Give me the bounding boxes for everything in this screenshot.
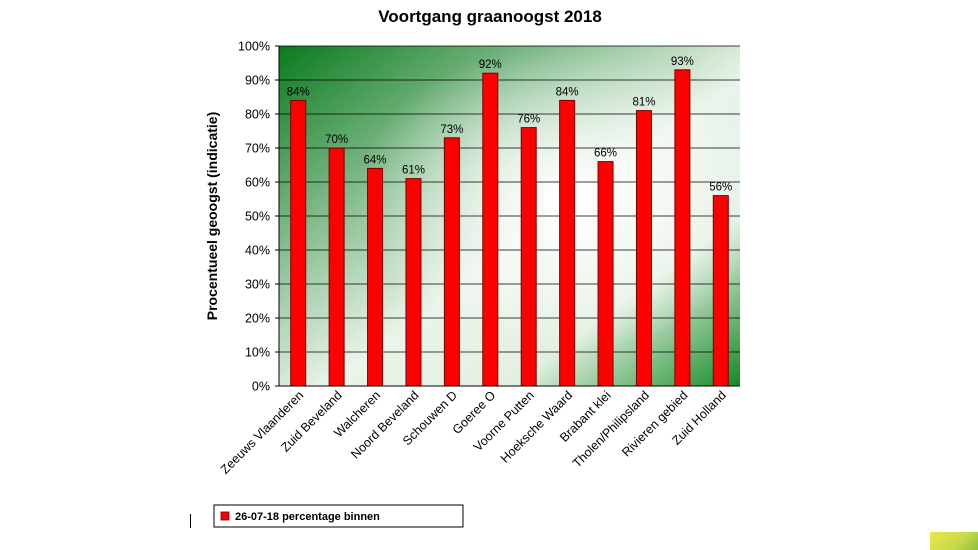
bar	[597, 161, 614, 387]
data-label: 84%	[556, 86, 579, 98]
legend-label: 26-07-18 percentage binnen	[235, 511, 380, 523]
bar	[367, 167, 384, 387]
y-tick-label: 20%	[245, 312, 270, 326]
data-label: 93%	[671, 56, 694, 68]
bar	[520, 127, 537, 387]
data-label: 56%	[709, 182, 732, 194]
bar	[290, 99, 307, 387]
corner-logo	[930, 532, 978, 550]
legend-swatch	[220, 511, 230, 521]
x-tick-label: Noord Beveland	[348, 388, 421, 461]
gridlines	[279, 45, 740, 353]
y-tick-label: 0%	[252, 380, 270, 394]
data-label: 66%	[594, 148, 617, 160]
y-axis-ticks: 0% 10% 20% 30% 40% 50% 60% 70% 80% 90% 100%	[238, 40, 279, 394]
bar	[635, 110, 652, 387]
legend-box	[213, 504, 464, 528]
data-label: 73%	[440, 124, 463, 136]
bar	[712, 195, 729, 387]
y-tick-label: 40%	[245, 244, 270, 258]
data-label: 64%	[364, 154, 387, 166]
y-tick-label: 90%	[245, 74, 270, 88]
y-axis-label: Procentueel geoogst (indicatie)	[204, 112, 220, 320]
bar	[328, 147, 345, 387]
y-tick-label: 50%	[245, 210, 270, 224]
data-label: 92%	[479, 59, 502, 71]
y-tick-label: 10%	[245, 346, 270, 360]
y-tick-label: 70%	[245, 142, 270, 156]
bar	[674, 69, 691, 387]
bar	[405, 178, 422, 387]
y-tick-label: 30%	[245, 278, 270, 292]
x-tick-label: Hoeksche Waard	[498, 388, 575, 465]
data-label: 81%	[632, 97, 655, 109]
legend: 26-07-18 percentage binnen	[213, 504, 464, 528]
data-label: 61%	[402, 165, 425, 177]
bar	[559, 99, 576, 387]
y-tick-label: 60%	[245, 176, 270, 190]
data-label: 84%	[287, 86, 310, 98]
y-tick-label: 100%	[238, 40, 270, 54]
data-label: 70%	[325, 134, 348, 146]
text-cursor	[190, 514, 191, 528]
data-labels: 84% 70% 64% 61% 73% 92% 76% 84% 66% 81% 93% 56%	[287, 56, 733, 194]
chart-title: Voortgang graanoogst 2018	[378, 7, 602, 26]
bar	[482, 72, 499, 387]
data-label: 76%	[517, 114, 540, 126]
x-tick-label: Rivieren gebied	[619, 388, 690, 459]
bar	[443, 137, 460, 387]
y-tick-label: 80%	[245, 108, 270, 122]
